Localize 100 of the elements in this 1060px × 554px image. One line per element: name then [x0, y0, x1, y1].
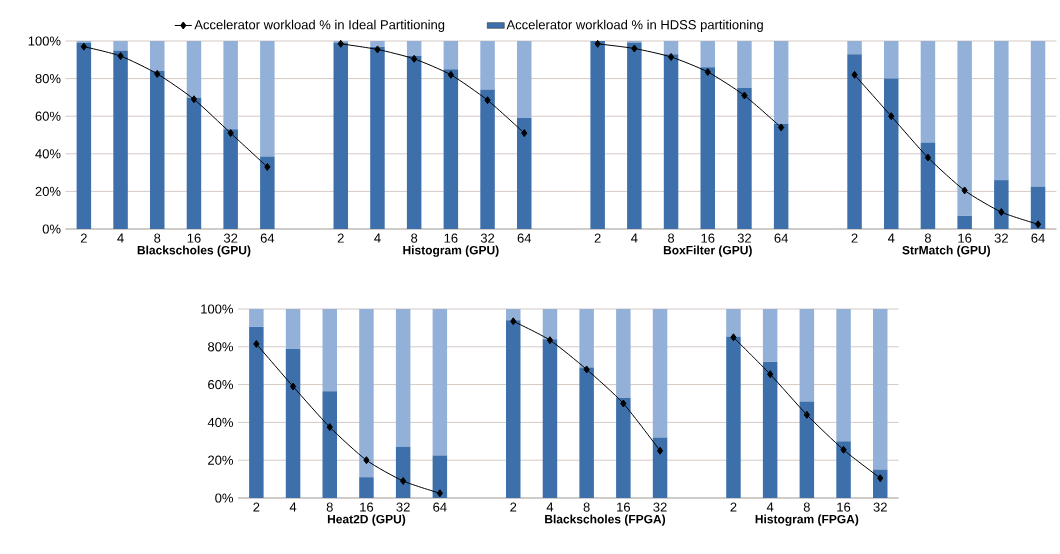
bar — [726, 336, 741, 498]
point — [1034, 220, 1042, 229]
x-tick-label: 16 — [701, 233, 715, 243]
point — [436, 489, 443, 498]
x-tick-label: 64 — [1031, 233, 1045, 243]
bar — [579, 308, 594, 368]
bar — [76, 42, 92, 229]
x-tick-label: 4 — [631, 233, 638, 243]
x-axis-title: Blackscholes (FPGA) — [545, 514, 666, 526]
x-tick-label: 32 — [873, 502, 887, 512]
point — [667, 52, 675, 61]
bar — [223, 129, 238, 229]
point — [154, 69, 161, 78]
point — [583, 365, 590, 374]
point — [741, 91, 748, 100]
x-tick-label: 4 — [887, 233, 895, 243]
bar — [223, 41, 238, 130]
bar — [370, 46, 385, 229]
point — [374, 45, 381, 54]
bar — [432, 308, 448, 456]
bar — [370, 41, 385, 47]
point — [851, 70, 858, 79]
bar — [884, 78, 899, 229]
bar — [737, 41, 752, 88]
x-tick-label: 8 — [411, 233, 418, 243]
bar — [150, 71, 165, 229]
y-tick-label: 40% — [207, 417, 234, 427]
y-tick-label: 20% — [208, 455, 234, 465]
x-axis-title: StrMatch (GPU) — [902, 245, 991, 257]
bar — [773, 123, 789, 229]
bar — [957, 41, 972, 216]
y-tick-label: 0% — [42, 224, 61, 234]
x-axis-title: Blackscholes (GPU) — [137, 245, 251, 257]
y-tick-label: 60% — [208, 379, 234, 390]
x-tick-label: 32 — [994, 233, 1008, 243]
x-tick-label: 4 — [766, 502, 774, 512]
point — [620, 399, 627, 408]
bar — [773, 41, 789, 124]
bar — [432, 455, 448, 498]
x-axis-title: Heat2D (GPU) — [327, 514, 406, 526]
bar — [957, 215, 972, 229]
x-tick-label: 32 — [737, 233, 752, 243]
bar — [762, 308, 778, 362]
bar — [762, 361, 778, 498]
point — [363, 456, 370, 465]
bar — [652, 308, 668, 438]
point — [877, 474, 884, 483]
bar — [726, 308, 741, 337]
bar — [737, 87, 752, 229]
x-tick-label: 16 — [958, 233, 972, 243]
point — [80, 42, 87, 51]
point — [264, 162, 271, 171]
point — [400, 476, 407, 485]
point — [631, 44, 638, 53]
y-tick-label: 40% — [35, 149, 61, 159]
x-tick-label: 8 — [583, 502, 590, 512]
y-tick-label: 100% — [28, 36, 61, 46]
bar — [249, 326, 264, 498]
legend-label: Accelerator workload % in HDSS partitioning — [506, 19, 763, 32]
bar — [873, 469, 888, 498]
bar — [663, 41, 679, 55]
bar — [1030, 186, 1046, 229]
bar — [333, 42, 349, 229]
y-tick-label: 0% — [215, 493, 234, 503]
bar — [506, 320, 521, 498]
point — [704, 68, 711, 77]
x-tick-label: 8 — [154, 233, 161, 243]
x-axis-title: BoxFilter (GPU) — [663, 245, 752, 257]
bar — [322, 308, 338, 392]
point — [484, 96, 491, 105]
x-tick-label: 64 — [517, 233, 532, 243]
bar — [542, 339, 558, 498]
bar — [186, 41, 202, 98]
bar — [285, 308, 301, 349]
bar — [994, 41, 1009, 181]
x-tick-label: 16 — [444, 233, 458, 243]
bar — [150, 41, 165, 72]
legend-label: Accelerator workload % in Ideal Partitioning — [194, 19, 445, 32]
y-tick-label: 20% — [35, 186, 61, 196]
bar — [884, 41, 899, 79]
x-tick-label: 2 — [337, 233, 344, 243]
point — [924, 153, 932, 162]
point — [521, 129, 528, 138]
y-tick-label: 80% — [208, 342, 234, 352]
bar — [113, 41, 128, 51]
bar — [260, 41, 275, 157]
x-tick-label: 64 — [774, 233, 788, 243]
x-tick-label: 8 — [326, 502, 333, 512]
x-axis-title: Histogram (FPGA) — [755, 514, 859, 526]
x-tick-label: 4 — [117, 233, 124, 243]
bar — [627, 42, 642, 229]
bar — [590, 41, 605, 229]
x-tick-label: 8 — [803, 502, 810, 512]
bar — [700, 67, 715, 229]
point — [767, 370, 774, 379]
bar — [920, 41, 936, 143]
x-tick-label: 16 — [187, 233, 201, 243]
bar — [359, 308, 374, 478]
bar — [836, 308, 851, 442]
point — [227, 129, 234, 138]
